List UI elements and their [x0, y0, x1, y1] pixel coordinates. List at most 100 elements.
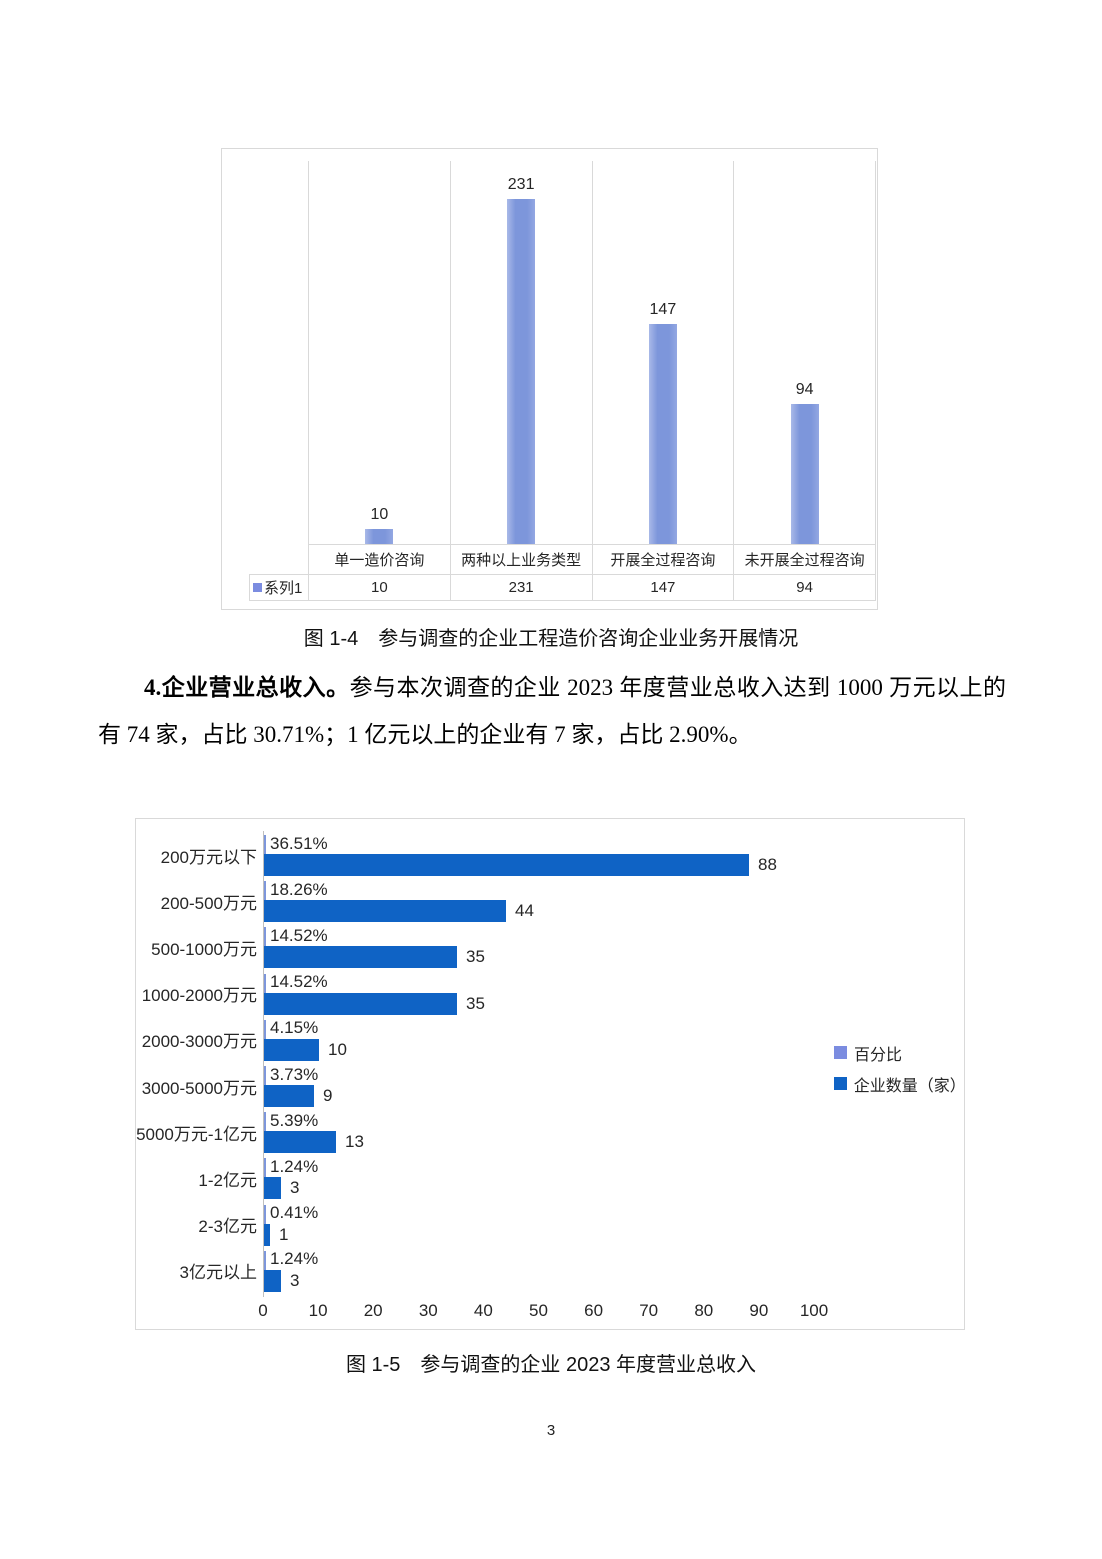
percentage-bar	[264, 1112, 266, 1132]
category-label: 未开展全过程咨询	[733, 545, 876, 574]
percentage-value-label: 4.15%	[270, 1018, 319, 1038]
percentage-value-label: 18.26%	[270, 879, 328, 899]
percentage-value-label: 1.24%	[270, 1249, 319, 1269]
category-label: 200万元以下	[160, 847, 257, 867]
percentage-bar	[264, 881, 266, 901]
count-bar-200-500万元	[264, 900, 506, 923]
figure-1-5-legend: 百分比 企业数量（家）	[834, 1037, 966, 1099]
percentage-value-label: 36.51%	[270, 833, 328, 853]
count-bar-2000-3000万元	[264, 1038, 319, 1061]
category-label: 开展全过程咨询	[591, 545, 734, 574]
percentage-bar	[264, 1066, 266, 1085]
bar-未开展全过程咨询	[790, 404, 819, 544]
count-value-label: 10	[328, 1039, 347, 1059]
percentage-bar	[264, 1204, 266, 1224]
count-bar-3亿元以上	[264, 1269, 281, 1292]
category-label: 5000万元-1亿元	[136, 1124, 257, 1144]
percentage-bar	[264, 927, 266, 947]
percentage-bar	[264, 973, 266, 993]
bar-开展全过程咨询	[648, 324, 677, 544]
count-value-label: 35	[466, 993, 485, 1013]
percentage-value-label: 14.52%	[270, 925, 328, 945]
figure-1-4-data-table-row: 系列1 10 231 147 94	[249, 574, 876, 601]
bar-两种以上业务类型	[507, 199, 536, 544]
count-value-label: 35	[466, 947, 485, 967]
category-label: 500-1000万元	[151, 939, 257, 959]
x-axis-tick-label: 20	[363, 1301, 383, 1320]
count-value-label: 3	[290, 1270, 300, 1290]
series1-legend-cell: 系列1	[249, 575, 308, 600]
count-value-label: 88	[758, 855, 777, 874]
percentage-legend-swatch-icon	[834, 1046, 847, 1059]
percentage-bar	[264, 1250, 266, 1270]
category-label: 1000-2000万元	[141, 986, 257, 1006]
count-legend-label: 企业数量（家）	[853, 1077, 966, 1095]
count-bar-3000-5000万元	[264, 1085, 314, 1107]
x-axis-tick-label: 60	[584, 1301, 604, 1320]
count-legend-swatch-icon	[834, 1077, 847, 1090]
count-value-label: 13	[345, 1132, 364, 1152]
paragraph-body: 参与本次调查的企业 2023 年度营业总收入达到 1000 万元以上的有 74 …	[98, 675, 1007, 747]
count-value-label: 44	[515, 901, 534, 921]
count-bar-2-3亿元	[264, 1223, 270, 1246]
x-axis-tick-label: 10	[308, 1301, 328, 1320]
category-label: 1-2亿元	[198, 1170, 257, 1190]
paragraph-lead: 4.企业营业总收入。	[144, 675, 350, 700]
category-label: 单一造价咨询	[308, 545, 450, 574]
figure-1-4-chart: 10 231 147 94 单一造价咨询 两种以上业务类型 开展全过程咨询 未开展全过程咨询…	[221, 148, 878, 610]
count-bar-200万元以下	[264, 854, 749, 876]
x-axis-tick-label: 30	[418, 1301, 438, 1320]
category-label: 两种以上业务类型	[449, 545, 592, 574]
bar-value-label: 10	[370, 506, 389, 523]
category-label: 200-500万元	[160, 893, 257, 913]
percentage-value-label: 5.39%	[270, 1110, 319, 1130]
figure-1-5-caption: 图 1-5 参与调查的企业 2023 年度营业总收入	[345, 1354, 757, 1376]
page-number: 3	[546, 1422, 556, 1439]
count-value-label: 1	[279, 1224, 289, 1244]
table-value: 147	[591, 575, 734, 600]
category-label: 3亿元以上	[179, 1263, 257, 1283]
figure-1-4-plot-area: 10 231 147 94	[308, 161, 876, 544]
figure-1-4-category-row: 单一造价咨询 两种以上业务类型 开展全过程咨询 未开展全过程咨询	[308, 544, 876, 574]
percentage-bar	[264, 1158, 266, 1178]
percentage-value-label: 3.73%	[270, 1064, 319, 1084]
legend-item-percentage: 百分比	[834, 1037, 964, 1068]
percentage-value-label: 1.24%	[270, 1156, 319, 1176]
percentage-value-label: 0.41%	[270, 1203, 319, 1223]
bar-单一造价咨询	[365, 529, 394, 544]
count-bar-1000-2000万元	[264, 992, 457, 1015]
figure-1-4-column: 231	[449, 161, 592, 544]
figure-1-4-column: 10	[308, 161, 450, 544]
category-label: 2000-3000万元	[141, 1032, 257, 1052]
count-value-label: 9	[323, 1086, 333, 1105]
figure-1-4-column: 94	[733, 161, 876, 544]
x-axis-tick-label: 100	[799, 1301, 829, 1320]
figure-1-4-caption: 图 1-4 参与调查的企业工程造价咨询企业业务开展情况	[303, 628, 799, 650]
figure-1-4-column: 147	[591, 161, 734, 544]
legend-item-count: 企业数量（家）	[834, 1068, 966, 1099]
percentage-legend-label: 百分比	[854, 1046, 903, 1064]
x-axis-tick-label: 0	[258, 1301, 268, 1320]
table-value: 94	[733, 575, 876, 600]
bar-value-label: 147	[649, 301, 677, 318]
percentage-bar	[264, 835, 266, 854]
bar-value-label: 94	[795, 381, 814, 398]
count-bar-500-1000万元	[264, 946, 457, 969]
series1-legend-swatch-icon	[253, 583, 262, 592]
x-axis-tick-label: 40	[473, 1301, 493, 1320]
x-axis-tick-label: 80	[694, 1301, 714, 1320]
table-value: 231	[449, 575, 592, 600]
count-bar-5000万元-1亿元	[264, 1131, 336, 1154]
category-label: 3000-5000万元	[141, 1078, 257, 1098]
series1-legend-label: 系列1	[264, 580, 303, 597]
x-axis-tick-label: 70	[639, 1301, 659, 1320]
count-bar-1-2亿元	[264, 1177, 281, 1200]
category-label: 2-3亿元	[198, 1217, 257, 1237]
figure-1-5-chart: 百分比 企业数量（家） 200万元以下 36.51% 88 200-500万元 18.2…	[135, 818, 966, 1330]
figure-1-5-axis-line	[263, 831, 264, 1297]
x-axis-tick-label: 90	[749, 1301, 769, 1320]
table-value: 10	[308, 575, 450, 600]
percentage-bar	[264, 1019, 266, 1039]
body-paragraph: 4.企业营业总收入。参与本次调查的企业 2023 年度营业总收入达到 1000 …	[98, 664, 1006, 758]
